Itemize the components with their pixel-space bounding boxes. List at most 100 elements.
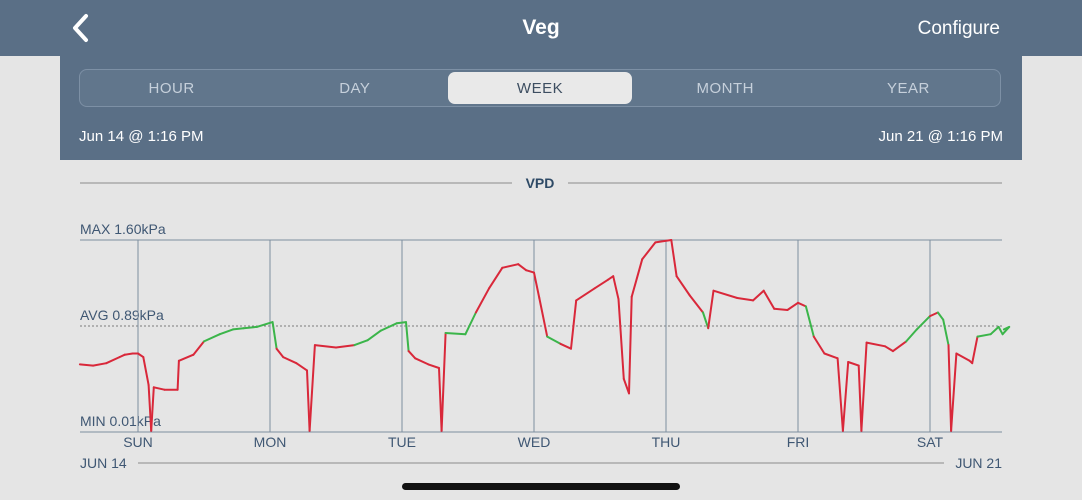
vpd-line-segment	[525, 269, 535, 274]
vpd-chart: VPD MAX 1.60kPa AVG 0.89kPa MIN 0.01kPa …	[78, 175, 1011, 471]
vpd-line-segment	[414, 357, 430, 366]
vpd-line-segment	[192, 340, 205, 356]
x-tick-label: TUE	[388, 434, 416, 450]
vpd-line-segment	[628, 295, 633, 395]
vpd-line-segment	[405, 321, 410, 353]
vpd-line-segment	[929, 311, 939, 318]
vpd-line-segment	[707, 289, 715, 330]
vpd-line-segment	[955, 352, 971, 362]
tab-week[interactable]: WEEK	[448, 72, 632, 104]
configure-button[interactable]: Configure	[917, 18, 1000, 39]
vpd-line-segment	[841, 361, 850, 432]
vpd-line-segment	[786, 301, 799, 311]
vpd-line-segment	[271, 321, 278, 350]
vpd-line-segment	[989, 325, 1000, 336]
vpd-line-segment	[797, 301, 807, 308]
vpd-line-segment	[575, 287, 596, 302]
vpd-line-segment	[1002, 325, 1011, 331]
vpd-line-segment	[971, 335, 979, 365]
vpd-line-segment	[915, 315, 931, 331]
vpd-line-segment	[670, 239, 678, 278]
vpd-line-segment	[884, 345, 894, 353]
vpd-line-segment	[407, 350, 417, 360]
vpd-line-segment	[306, 369, 311, 432]
vpd-line-segment	[892, 340, 908, 353]
vpd-line-segment	[440, 332, 447, 432]
x-tick-label: SUN	[123, 434, 153, 450]
vpd-line-segment	[427, 363, 440, 369]
tab-month[interactable]: MONTH	[696, 79, 754, 97]
range-panel: HOUR DAY WEEK MONTH YEAR Jun 14 @ 1:16 P…	[60, 56, 1022, 160]
vpd-line-segment	[976, 333, 992, 338]
vpd-line-segment	[335, 344, 356, 349]
vpd-line-segment	[836, 357, 844, 432]
vpd-line-segment	[137, 352, 145, 359]
vpd-line-segment	[533, 271, 541, 299]
vpd-line-segment	[752, 289, 765, 302]
range-start-date: Jun 14 @ 1:16 PM	[79, 128, 204, 145]
vpd-line-segment	[712, 289, 739, 299]
vpd-line-segment	[812, 335, 826, 355]
vpd-line-segment	[517, 263, 528, 272]
chart-title: VPD	[526, 175, 555, 191]
vpd-line-segment	[488, 266, 504, 290]
vpd-line-segment	[997, 325, 1004, 336]
range-end-date: Jun 21 @ 1:16 PM	[878, 128, 1003, 145]
tab-year[interactable]: YEAR	[886, 79, 930, 97]
range-segmented-control: HOUR DAY WEEK MONTH YEAR	[79, 69, 1001, 107]
vpd-line-segment	[92, 362, 108, 367]
vpd-line-segment	[762, 289, 776, 310]
vpd-line-segment	[308, 344, 316, 432]
back-button[interactable]	[64, 10, 100, 46]
vpd-line-segment	[675, 275, 691, 297]
vpd-line-segment	[804, 305, 815, 338]
vpd-line-segment	[218, 328, 234, 336]
x-tick-label: SAT	[917, 434, 944, 450]
vpd-line-segment	[546, 335, 562, 345]
vpd-line-segment	[142, 356, 150, 386]
vpd-line-segment	[150, 386, 155, 432]
tab-day[interactable]: DAY	[339, 79, 371, 97]
vpd-line-segment	[612, 275, 620, 301]
vpd-line-segment	[255, 321, 274, 328]
vpd-line-segment	[702, 311, 710, 330]
vpd-line-segment	[203, 333, 221, 343]
vpd-line-segment	[177, 353, 195, 362]
vpd-line-segment	[464, 311, 477, 336]
x-tick-label: FRI	[787, 434, 810, 450]
x-tick-label: THU	[652, 434, 681, 450]
vpd-line-segment	[501, 263, 520, 269]
tab-hour[interactable]: HOUR	[148, 79, 195, 97]
x-tick-label: WED	[518, 434, 551, 450]
vpd-line-segment	[78, 363, 95, 367]
vpd-line-segment	[593, 278, 609, 290]
max-label: MAX 1.60kPa	[80, 221, 166, 237]
vpd-line-segment	[570, 299, 578, 350]
home-indicator	[402, 483, 680, 490]
vpd-line-segment	[275, 347, 285, 359]
x-start-label: JUN 14	[80, 455, 127, 471]
vpd-line-segment	[295, 362, 308, 372]
vpd-line-segment	[538, 297, 549, 338]
vpd-line-segment	[942, 318, 950, 347]
vpd-line-segment	[823, 352, 839, 360]
x-end-label: JUN 21	[955, 455, 1002, 471]
vpd-line-segment	[641, 241, 657, 261]
vpd-line-segment	[366, 329, 382, 342]
vpd-line-segment	[688, 294, 704, 314]
chevron-left-icon	[73, 14, 88, 42]
vpd-line-segment	[847, 361, 860, 367]
vpd-line-segment	[282, 356, 298, 365]
vpd-line-segment	[905, 328, 918, 343]
avg-label: AVG 0.89kPa	[80, 307, 164, 323]
vpd-line-segment	[736, 297, 755, 302]
vpd-line-segment	[936, 311, 945, 321]
vpd-line-segment	[654, 239, 673, 244]
vpd-line-segment	[242, 325, 258, 330]
vpd-line-segment	[176, 359, 180, 391]
vpd-line-segment	[474, 287, 491, 314]
vpd-line-segment	[105, 356, 121, 365]
vpd-line-segment	[630, 258, 644, 298]
vpd-line-segment	[353, 339, 369, 347]
vpd-line-segment	[152, 386, 166, 391]
